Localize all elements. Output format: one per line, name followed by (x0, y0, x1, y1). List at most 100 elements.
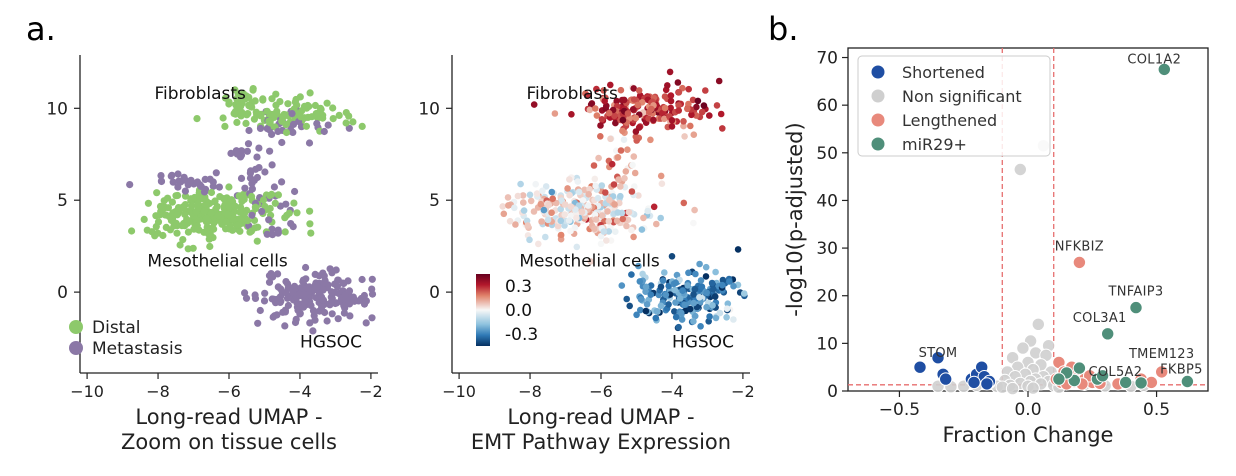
point-mesothelial-cells (585, 191, 592, 198)
point-mesothelial-cells (535, 240, 542, 248)
point-distal (251, 224, 259, 232)
point-hgsoc (686, 305, 694, 313)
point-fibroblasts (713, 102, 721, 109)
point-metastasis (287, 220, 295, 228)
point-metastasis (362, 297, 370, 305)
legend-marker-metastasis (69, 341, 83, 355)
point-mesothelial-cells (575, 188, 583, 196)
point-distal (165, 213, 173, 221)
point-metastasis (303, 284, 311, 292)
point-hgsoc (734, 246, 742, 253)
point-distal (128, 227, 136, 235)
point-distal (164, 204, 172, 212)
gene-label-tmem123: TMEM123 (1128, 347, 1195, 362)
point-bridge (614, 154, 622, 161)
point-mesothelial-cells (607, 237, 615, 244)
point-mesothelial-cells (573, 243, 581, 251)
point-distal (235, 192, 243, 200)
point-distal (191, 193, 199, 202)
point-metastasis (368, 314, 376, 322)
point-distal (257, 110, 265, 118)
volcano-points (913, 62, 1195, 396)
point-fibroblasts (593, 85, 600, 93)
point-metastasis (334, 276, 342, 284)
point-mesothelial-cells (537, 200, 545, 208)
point-hgsoc (690, 299, 697, 307)
point-mesothelial-cells (640, 214, 647, 222)
point-bridge (602, 189, 609, 196)
point-hgsoc (724, 300, 732, 308)
y-tick-label: 40 (816, 191, 838, 211)
point-mesothelial-cells (554, 222, 562, 230)
y-tick-label: 0 (57, 283, 68, 303)
point-fibroblasts (668, 117, 676, 124)
point-hgsoc (657, 283, 665, 291)
x-tick-label: −4 (288, 382, 312, 401)
point-distal (253, 237, 261, 245)
point-fibroblasts (700, 102, 708, 109)
point-mesothelial-cells (561, 201, 569, 208)
point-mesothelial-cells (625, 208, 633, 216)
colorbar-tick-neg0.3: -0.3 (505, 325, 538, 345)
point-distal (307, 229, 315, 237)
point-hgsoc (672, 299, 679, 306)
point-fibroblasts (607, 81, 614, 89)
point-hgsoc (719, 276, 727, 284)
point-hgsoc (675, 323, 682, 331)
point-fibroblasts (592, 105, 599, 112)
gene-label-col5a2: COL5A2 (1089, 365, 1143, 380)
point-metastasis (245, 126, 253, 135)
point-hgsoc (642, 307, 650, 315)
point-mesothelial-cells (565, 217, 573, 224)
point-non-significant (1031, 317, 1046, 331)
point-distal (162, 223, 170, 231)
point-mesothelial-cells (631, 183, 638, 190)
point-mir29- (1095, 369, 1110, 383)
point-fibroblasts (593, 112, 601, 119)
annotation-mesothelial-cells: Mesothelial cells (519, 251, 660, 271)
point-metastasis (291, 187, 299, 196)
point-distal (279, 114, 287, 122)
point-fibroblasts (634, 101, 642, 109)
point-mesothelial-cells (517, 180, 524, 188)
point-metastasis (299, 303, 308, 311)
point-distal (306, 220, 314, 228)
point-distal (342, 109, 350, 117)
point-distal (342, 119, 350, 127)
point-distal (180, 204, 188, 212)
point-metastasis (311, 316, 319, 324)
point-hgsoc (665, 301, 672, 308)
x-tick-label: −0.5 (879, 400, 920, 420)
volcano-ticks: −0.5 0.0 0.5 0 10 20 30 40 50 60 70 (816, 49, 1170, 420)
point-fibroblasts (680, 118, 687, 125)
point-distal (181, 192, 190, 200)
point-mesothelial-cells (604, 208, 611, 215)
volcano-x-label: Fraction Change (943, 423, 1114, 447)
point-mesothelial-cells (527, 197, 535, 205)
point-mesothelial-cells (545, 201, 553, 209)
point-distal (144, 199, 152, 207)
point-distal (274, 191, 282, 199)
point-fibroblasts (719, 125, 726, 132)
point-distal (349, 118, 357, 126)
point-bridge (631, 169, 639, 177)
point-distal (251, 97, 259, 105)
point-metastasis (362, 319, 370, 327)
point-distal (329, 104, 337, 112)
point-shortened (967, 375, 981, 390)
legend-label-non-significant: Non significant (902, 87, 1022, 106)
point-metastasis (328, 269, 336, 277)
point-hgsoc (710, 286, 717, 293)
point-mesothelial-cells (532, 180, 539, 188)
point-mir29- (1134, 376, 1148, 390)
point-hgsoc (635, 262, 642, 270)
point-distal (164, 194, 172, 202)
point-fibroblasts (717, 110, 725, 118)
point-hgsoc (703, 303, 710, 311)
point-mesothelial-cells (548, 188, 556, 196)
point-fibroblasts (617, 86, 625, 94)
point-distal (266, 204, 274, 213)
point-metastasis (278, 178, 286, 186)
point-distal (185, 218, 193, 226)
point-distal (335, 111, 343, 119)
